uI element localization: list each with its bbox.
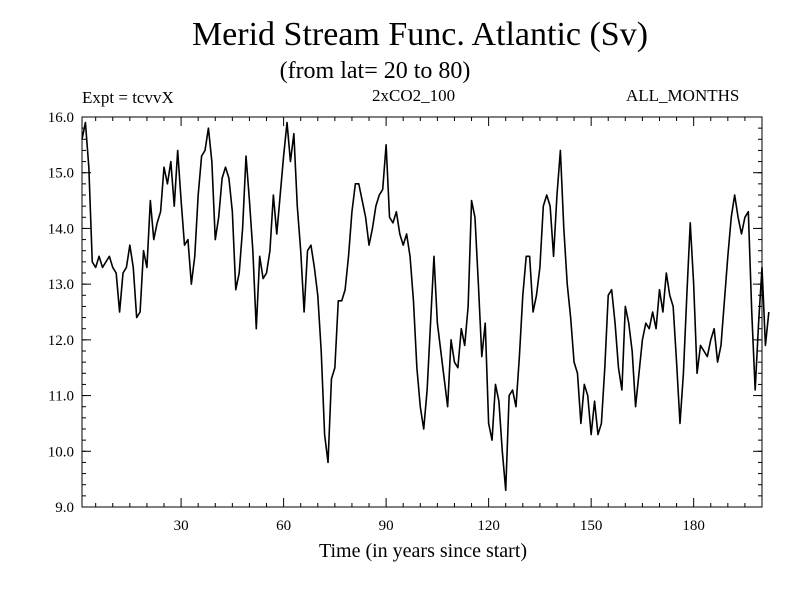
- x-tick-label: 120: [477, 518, 500, 534]
- y-tick-label: 9.0: [55, 500, 74, 516]
- months-label: ALL_MONTHS: [626, 86, 740, 105]
- y-tick-label: 16.0: [48, 110, 74, 126]
- x-tick-label: 30: [174, 518, 189, 534]
- y-tick-label: 12.0: [48, 333, 74, 349]
- chart-title: Merid Stream Func. Atlantic (Sv): [191, 16, 649, 53]
- y-tick-label: 11.0: [48, 389, 74, 405]
- x-axis-label: Time (in years since start): [318, 540, 528, 562]
- experiment-label: Expt = tcvvX: [82, 88, 174, 107]
- y-tick-label: 14.0: [48, 221, 74, 237]
- x-tick-label: 60: [276, 518, 291, 534]
- case-label: 2xCO2_100: [372, 86, 456, 105]
- y-tick-label: 13.0: [48, 277, 74, 293]
- plot-frame: [81, 116, 763, 508]
- chart-subtitle: (from lat= 20 to 80): [279, 58, 471, 84]
- y-tick-label: 15.0: [48, 166, 74, 182]
- x-tick-label: 90: [379, 518, 394, 534]
- x-tick-label: 180: [682, 518, 705, 534]
- y-tick-label: 10.0: [48, 444, 74, 460]
- x-tick-label: 150: [580, 518, 603, 534]
- series-line: [81, 121, 770, 492]
